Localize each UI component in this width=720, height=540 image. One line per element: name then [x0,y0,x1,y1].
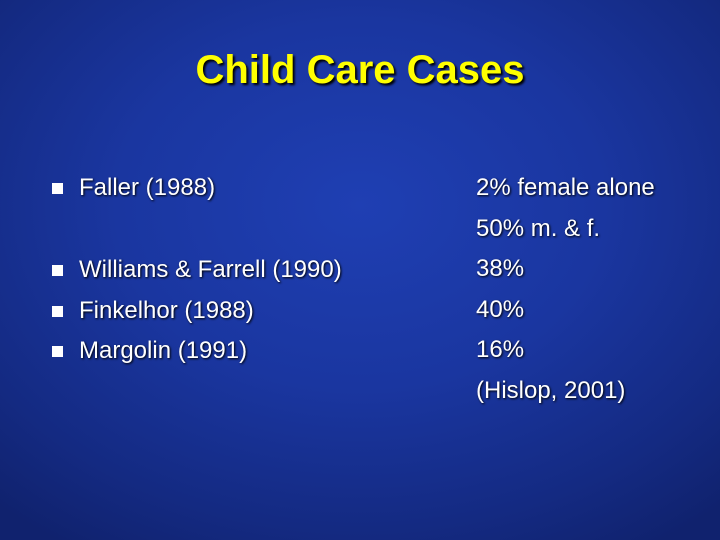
result-item: 40% [476,295,525,323]
result-item: 50% m. & f. [476,214,601,242]
study-label: Margolin (1991) [79,337,248,364]
result-item: 2% female alone [476,174,655,201]
study-label: Finkelhor (1988) [79,297,254,324]
result-item: 38% [476,255,525,282]
square-bullet-icon [52,305,63,317]
bullet-item-margolin: Margolin (1991) [52,333,247,369]
square-bullet-icon [52,264,63,276]
bullet-item-finkelhor: Finkelhor (1988) [52,293,254,329]
square-bullet-icon [52,345,63,357]
citation: (Hislop, 2001) [476,376,626,404]
slide-title: Child Care Cases [195,48,525,92]
result-item: 16% [476,336,525,363]
results-column: 2% female alone 50% m. & f. 38% 40% 16% … [476,168,655,411]
study-label: Williams & Farrell (1990) [79,256,342,283]
square-bullet-icon [52,182,63,194]
study-label: Faller (1988) [79,174,216,201]
bullet-item-faller: Faller (1988) [52,170,215,206]
bullet-item-williams-farrell: Williams & Farrell (1990) [52,252,342,288]
